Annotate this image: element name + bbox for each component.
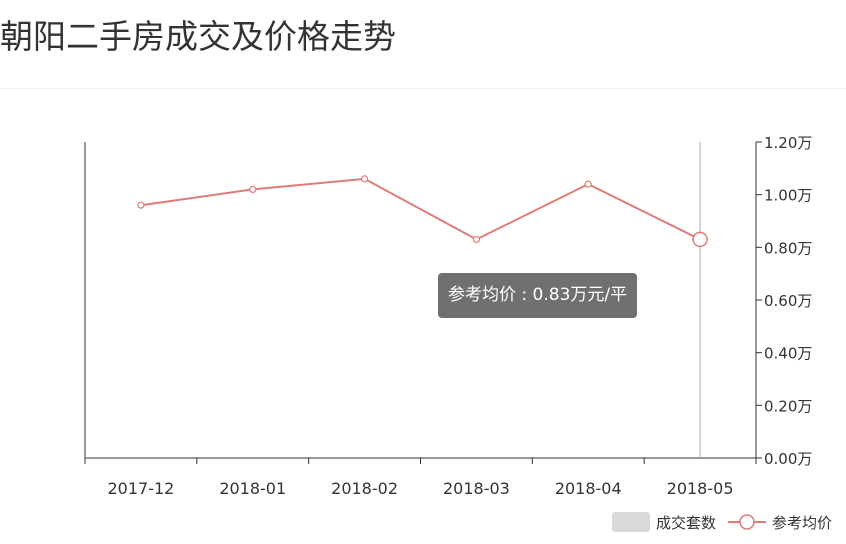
y-tick-label: 0.60万 (764, 292, 812, 310)
x-tick-label: 2018-01 (219, 479, 286, 498)
x-tick-label: 2018-05 (667, 479, 734, 498)
series-line-price (140, 177, 701, 241)
y-tick-label: 0.20万 (764, 397, 812, 415)
data-point (584, 180, 592, 188)
x-tick-label: 2018-02 (331, 479, 398, 498)
y-tick-label: 1.20万 (764, 134, 812, 152)
chart-legend: 成交套数 参考均价 (600, 510, 832, 534)
y-tick-label: 0.80万 (764, 239, 812, 257)
page-title: 朝阳二手房成交及价格走势 (0, 17, 396, 56)
data-point (137, 201, 145, 209)
legend-item-deals[interactable]: 成交套数 (611, 512, 716, 533)
y-tick-label: 0.00万 (764, 450, 812, 468)
data-point (692, 231, 708, 248)
y-tick-label: 1.00万 (764, 187, 812, 205)
legend-line-swatch (727, 514, 766, 530)
legend-bar-swatch (611, 512, 650, 532)
legend-item-price[interactable]: 参考均价 (727, 512, 832, 533)
legend-label-price: 参考均价 (771, 513, 832, 532)
chart-tooltip: 参考均价 : 0.83万元/平 (438, 273, 638, 318)
legend-label-deals: 成交套数 (655, 513, 716, 532)
x-tick-label: 2018-03 (443, 479, 510, 498)
data-point (472, 235, 481, 244)
x-tick-label: 2017-12 (107, 479, 174, 498)
y-tick-label: 0.40万 (764, 345, 812, 363)
x-tick-label: 2018-04 (555, 479, 622, 498)
title-divider (0, 88, 846, 89)
data-point (249, 185, 257, 193)
data-point (360, 175, 369, 183)
